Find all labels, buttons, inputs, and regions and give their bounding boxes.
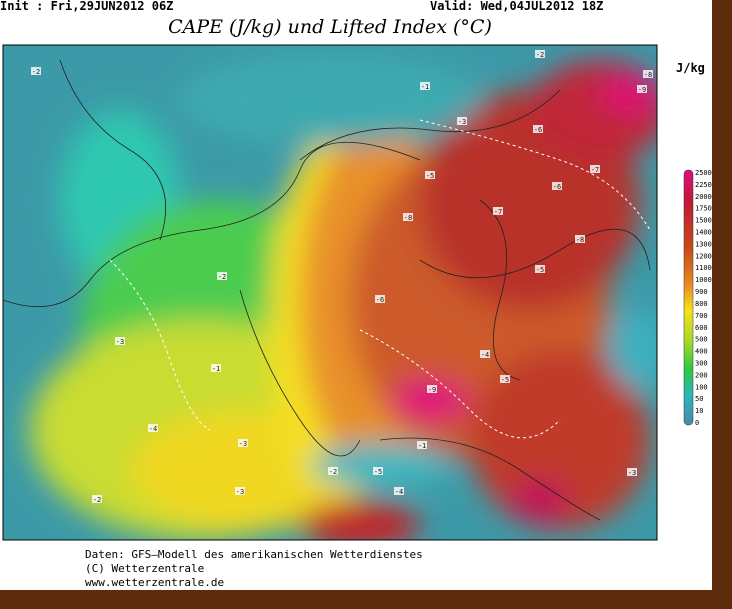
- contour-label-box: [533, 125, 543, 133]
- legend-label: 500: [695, 336, 708, 344]
- contour-label: -3: [458, 118, 466, 126]
- contour-label: -5: [536, 266, 544, 274]
- contour-label-box: [643, 70, 653, 78]
- contour-label: -2: [32, 68, 40, 76]
- contour-label-box: [425, 171, 435, 179]
- frame: [712, 0, 732, 609]
- contour-label: -8: [576, 236, 584, 244]
- contour-label: -3: [628, 469, 636, 477]
- map-title: CAPE (J/kg) und Lifted Index (°C): [168, 16, 492, 38]
- contour-label-box: [637, 85, 647, 93]
- contour-label-box: [115, 337, 125, 345]
- contour-label-box: [238, 439, 248, 447]
- contour-label-box: [148, 424, 158, 432]
- contour-label: -7: [494, 208, 502, 216]
- contour-label: -6: [534, 126, 542, 134]
- legend-label: 1750: [695, 205, 712, 213]
- legend-label: 100: [695, 383, 708, 391]
- contour-label: -1: [418, 442, 426, 450]
- contour-label: -3: [236, 488, 244, 496]
- contour-label: -8: [644, 71, 652, 79]
- contour-label: -4: [149, 425, 157, 433]
- legend-label: 1000: [695, 276, 712, 284]
- contour-label: -3: [239, 440, 247, 448]
- contour-label-box: [217, 272, 227, 280]
- contour-label-box: [417, 441, 427, 449]
- legend-label: 300: [695, 359, 708, 367]
- contour-label: -9: [428, 386, 436, 394]
- contour-label: -5: [374, 468, 382, 476]
- contour-label-box: [92, 495, 102, 503]
- legend-label: 1400: [695, 229, 712, 237]
- contour-label: -8: [404, 214, 412, 222]
- contour-label: -7: [591, 166, 599, 174]
- legend-label: 1200: [695, 252, 712, 260]
- contour-label: -4: [395, 488, 403, 496]
- contour-label: -2: [93, 496, 101, 504]
- contour-label: -1: [421, 83, 429, 91]
- contour-label-box: [500, 375, 510, 383]
- legend-label: 1100: [695, 264, 712, 272]
- map: -2 -8 -9 -1 -3 -6 -5 -7 -8 -7 -6 -5 -9 -8 -2 -1 -3 -4 -3 -5…: [3, 45, 657, 540]
- colorbar: [683, 169, 694, 426]
- contour-label: -2: [536, 51, 544, 59]
- contour-label-box: [535, 265, 545, 273]
- map-border: [2, 44, 658, 541]
- contour-label-box: [403, 213, 413, 221]
- contour-label: -5: [501, 376, 509, 384]
- legend-unit: J/kg: [676, 61, 705, 75]
- contour-label-box: [575, 235, 585, 243]
- contour-label-box: [493, 207, 503, 215]
- contour-label: -5: [426, 172, 434, 180]
- contour-label-box: [375, 295, 385, 303]
- contour-label: -2: [329, 468, 337, 476]
- contour-label-box: [235, 487, 245, 495]
- legend-label: 1300: [695, 240, 712, 248]
- legend-label: 2250: [695, 181, 712, 189]
- contour-label: -6: [553, 183, 561, 191]
- contour-label-box: [627, 468, 637, 476]
- legend-label: 10: [695, 407, 703, 415]
- contour-label-box: [457, 117, 467, 125]
- contour-label-box: [420, 82, 430, 90]
- contour-label-box: [427, 385, 437, 393]
- legend-label: 800: [695, 300, 708, 308]
- legend-label: 2500: [695, 169, 712, 177]
- footer-line: www.wetterzentrale.de: [85, 576, 224, 589]
- legend-label: 2000: [695, 193, 712, 201]
- contour-label-box: [535, 50, 545, 58]
- footer-line: Daten: GFS–Modell des amerikanischen Wet…: [85, 548, 423, 561]
- legend-label: 50: [695, 395, 703, 403]
- valid-time: Valid: Wed,04JUL2012 18Z: [430, 0, 603, 13]
- frame: [0, 590, 732, 609]
- legend-label: 900: [695, 288, 708, 296]
- contour-label: -2: [218, 273, 226, 281]
- contour-label-box: [328, 467, 338, 475]
- contour-label-box: [373, 467, 383, 475]
- contour-label: -6: [376, 296, 384, 304]
- contour-label-box: [211, 364, 221, 372]
- contour-label-box: [552, 182, 562, 190]
- init-time: Init : Fri,29JUN2012 06Z: [0, 0, 173, 13]
- legend-label: 1500: [695, 217, 712, 225]
- legend-label: 400: [695, 348, 708, 356]
- contour-label: -1: [212, 365, 220, 373]
- contour-label-box: [31, 67, 41, 75]
- legend-label: 200: [695, 371, 708, 379]
- contour-label-box: [480, 350, 490, 358]
- contour-label-box: [394, 487, 404, 495]
- footer-line: (C) Wetterzentrale: [85, 562, 204, 575]
- contour-label: -4: [481, 351, 489, 359]
- contour-label: -9: [638, 86, 646, 94]
- legend-label: 700: [695, 312, 708, 320]
- legend-label: 0: [695, 419, 699, 427]
- contour-label: -3: [116, 338, 124, 346]
- contour-label-box: [590, 165, 600, 173]
- legend-label: 600: [695, 324, 708, 332]
